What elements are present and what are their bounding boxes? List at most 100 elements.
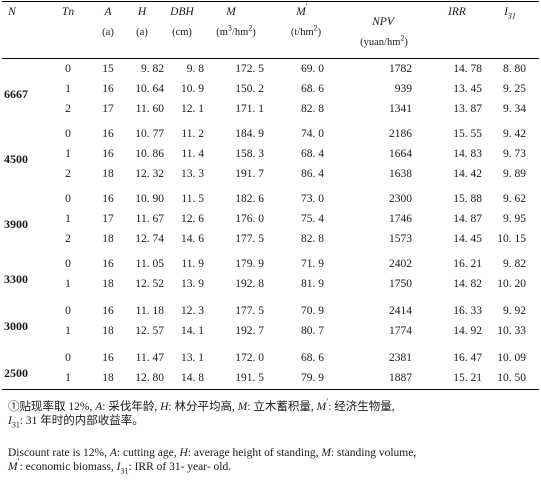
table-cell: 11. 2 [181,128,204,140]
header-mprime: M′ [296,2,308,18]
header-npv: NPV [372,16,394,28]
table-cell: 82. 8 [301,233,324,245]
header-irr: IRR [448,6,466,18]
table-cell: 86. 4 [301,168,324,180]
table-cell: 70. 9 [301,305,324,317]
table-cell: 16. 21 [453,258,482,270]
table-cell: 1887 [389,372,412,384]
table-cell: 177. 5 [235,233,264,245]
table-cell: 1750 [389,278,412,290]
table-cell: 14. 87 [453,213,482,225]
table-cell: 13. 9 [181,278,204,290]
table-cell: 16. 47 [453,352,482,364]
table-cell: 18 [102,233,114,245]
unit-h: (a) [136,27,148,38]
table-cell: 2414 [389,305,412,317]
table-cell: 179. 9 [235,258,264,270]
table-cell: 12. 80 [135,372,164,384]
table-cell: 0 [65,258,71,270]
table-cell: 176. 0 [235,213,264,225]
unit-a: (a) [102,27,114,38]
table-cell: 68. 4 [301,148,324,160]
table-cell: 14. 42 [453,168,482,180]
table-cell: 177. 5 [235,305,264,317]
table-cell: 14. 78 [453,63,482,75]
table-cell: 9. 42 [503,128,526,140]
table-cell: 9. 95 [503,213,526,225]
table-cell: 172. 0 [235,352,264,364]
table-cell: 15 [102,63,114,75]
table-cell: 0 [65,128,71,140]
table-cell: 17 [102,103,114,115]
table-cell: 13. 1 [181,352,204,364]
table-cell: 1573 [389,233,412,245]
table-cell: 14. 1 [181,325,204,337]
table-cell: 0 [65,63,71,75]
table-cell: 9. 82 [141,63,164,75]
table-cell: 10. 15 [497,233,526,245]
header-i31: I31 [504,6,516,21]
table-cell: 2300 [389,193,412,205]
table-cell: 182. 6 [235,193,264,205]
table-cell: 1 [65,278,71,290]
table-cell: 11. 60 [135,103,164,115]
table-cell: 11. 9 [181,258,204,270]
table-cell: 1 [65,148,71,160]
table-cell: 1 [65,83,71,95]
table-cell: 10. 86 [135,148,164,160]
table-cell: 18 [102,325,114,337]
table-cell: 191. 7 [235,168,264,180]
table-cell: 9. 62 [503,193,526,205]
table-cell: 10. 64 [135,83,164,95]
table-cell: 9. 73 [503,148,526,160]
table-cell: 9. 34 [503,103,526,115]
table-cell: 1341 [389,103,412,115]
table-cell: 16 [102,193,114,205]
table-cell: 2186 [389,128,412,140]
table-cell: 12. 3 [181,305,204,317]
table-cell: 10. 33 [497,325,526,337]
table-cell: 16 [102,83,114,95]
table-cell: 16 [102,352,114,364]
table-cell: 0 [65,193,71,205]
table-cell: 10. 50 [497,372,526,384]
density-label: 3300 [4,272,28,286]
table-cell: 12. 57 [135,325,164,337]
table-cell: 11. 5 [181,193,204,205]
table-cell: 68. 6 [301,352,324,364]
table-cell: 18 [102,372,114,384]
table-cell: 13. 3 [181,168,204,180]
table-cell: 172. 5 [235,63,264,75]
table-cell: 1 [65,372,71,384]
table-cell: 14. 45 [453,233,482,245]
table-cell: 16. 33 [453,305,482,317]
table-cell: 1638 [389,168,412,180]
table-cell: 1 [65,213,71,225]
header-n: N [8,6,16,18]
table-cell: 10. 77 [135,128,164,140]
table-cell: 11. 18 [135,305,164,317]
note-english: Discount rate is 12%, A: cutting age, H:… [8,447,417,476]
table-cell: 1782 [389,63,412,75]
table-cell: 14. 82 [453,278,482,290]
table-cell: 192. 8 [235,278,264,290]
table-cell: 11. 4 [181,148,204,160]
table-cell: 12. 6 [181,213,204,225]
table-cell: 14. 6 [181,233,204,245]
table-cell: 15. 55 [453,128,482,140]
table-cell: 939 [394,83,412,95]
header-dbh: DBH [170,6,194,18]
table-cell: 192. 7 [235,325,264,337]
table-cell: 12. 1 [181,103,204,115]
table-cell: 0 [65,352,71,364]
table-cell: 12. 52 [135,278,164,290]
table-cell: 16 [102,258,114,270]
table-cell: 2402 [389,258,412,270]
table-cell: 1664 [389,148,412,160]
table-cell: 2 [65,103,71,115]
table-cell: 12. 32 [135,168,164,180]
table-cell: 16 [102,148,114,160]
table-cell: 14. 8 [181,372,204,384]
table-cell: 0 [65,305,71,317]
header-a: A [104,6,112,18]
